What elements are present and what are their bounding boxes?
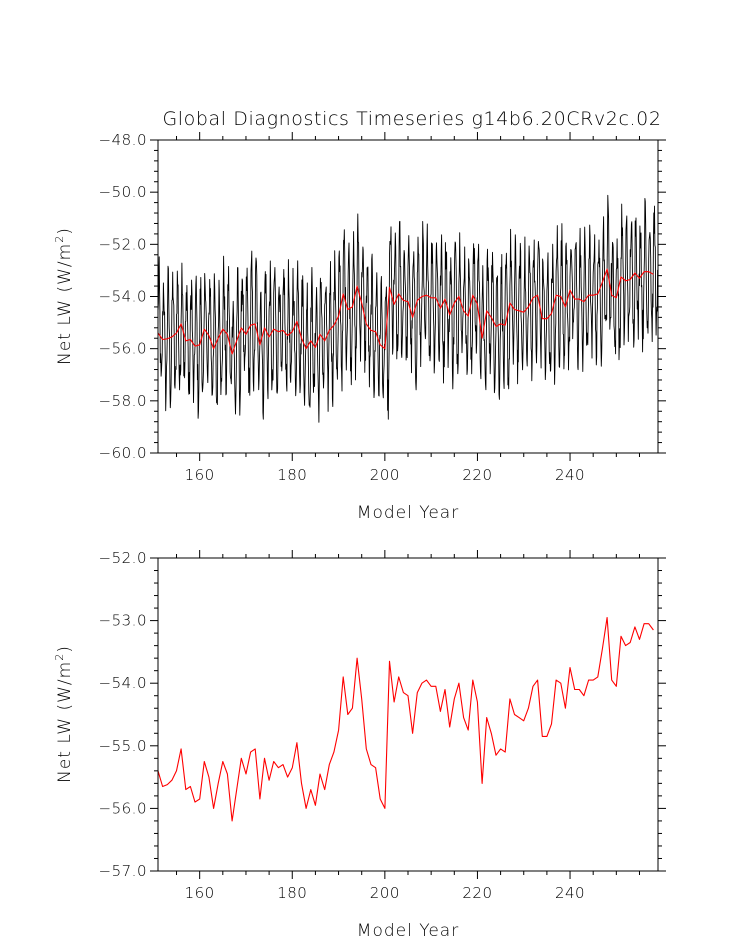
bottom-chart-panel: −57.0 −56.0 −55.0 −54.0 −53.0 −52.0 160 180 200… [53, 549, 666, 941]
bottom-x-tick-label: 160 [185, 884, 215, 902]
bottom-y-axis-title-main: Net LW (W/m [55, 661, 75, 783]
bottom-x-axis-title: Model Year [357, 921, 459, 941]
top-y-axis-title-close: ) [55, 227, 75, 235]
top-y-axis-title: Net LW (W/m2) [53, 227, 75, 365]
top-x-axis-title: Model Year [357, 503, 459, 523]
bottom-y-tick-label: −55.0 [99, 737, 147, 755]
bottom-x-tick-label: 200 [370, 884, 400, 902]
bottom-y-tick-label: −52.0 [99, 549, 147, 567]
top-axis-ticks [150, 132, 666, 461]
bottom-y-tick-label: −57.0 [99, 862, 147, 880]
bottom-y-tick-label: −54.0 [99, 674, 147, 692]
top-x-tick-label: 220 [462, 466, 492, 484]
top-plot-area [157, 194, 659, 423]
bottom-y-axis-title: Net LW (W/m2) [53, 645, 75, 783]
bottom-x-tick-label: 240 [555, 884, 585, 902]
top-series-annual-mean [157, 268, 654, 355]
top-y-tick-label: −48.0 [99, 131, 147, 149]
top-y-tick-label: −52.0 [99, 235, 147, 253]
top-y-tick-label: −54.0 [99, 288, 147, 306]
top-y-tick-label: −50.0 [99, 183, 147, 201]
top-y-tick-labels: −60.0 −58.0 −56.0 −54.0 −52.0 −50.0 −48.0 [99, 131, 147, 462]
bottom-x-tick-label: 180 [277, 884, 307, 902]
top-y-axis-title-main: Net LW (W/m [55, 243, 75, 365]
bottom-y-tick-label: −53.0 [99, 612, 147, 630]
bottom-y-axis-title-sup: 2 [53, 653, 66, 661]
bottom-y-tick-labels: −57.0 −56.0 −55.0 −54.0 −53.0 −52.0 [99, 549, 147, 880]
top-x-tick-label: 180 [277, 466, 307, 484]
bottom-axis-ticks [150, 550, 666, 879]
bottom-x-tick-labels: 160 180 200 220 240 [185, 884, 585, 902]
top-x-tick-labels: 160 180 200 220 240 [185, 466, 585, 484]
top-y-tick-label: −58.0 [99, 392, 147, 410]
top-y-tick-label: −60.0 [99, 444, 147, 462]
top-series-monthly [157, 194, 659, 423]
top-plot-frame [157, 139, 659, 454]
top-x-tick-label: 240 [555, 466, 585, 484]
bottom-plot-area [157, 616, 654, 822]
top-x-tick-label: 160 [185, 466, 215, 484]
top-x-tick-label: 200 [370, 466, 400, 484]
top-y-tick-label: −56.0 [99, 340, 147, 358]
bottom-y-tick-label: −56.0 [99, 799, 147, 817]
bottom-series-annual-mean [157, 616, 654, 822]
top-y-axis-title-sup: 2 [53, 235, 66, 243]
bottom-y-axis-title-close: ) [55, 645, 75, 653]
chart-title: Global Diagnostics Timeseries g14b6.20CR… [162, 108, 661, 130]
bottom-x-tick-label: 220 [462, 884, 492, 902]
top-chart-panel: Global Diagnostics Timeseries g14b6.20CR… [53, 108, 666, 523]
bottom-plot-frame [157, 557, 659, 872]
